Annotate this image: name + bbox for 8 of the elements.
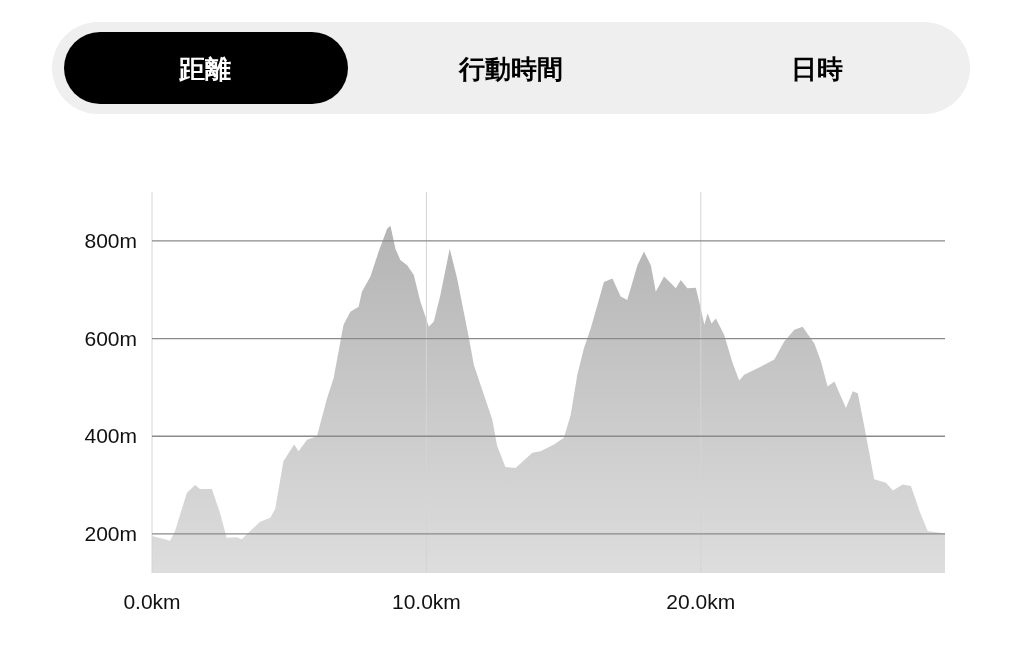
x-tick-label: 10.0km bbox=[391, 590, 461, 613]
x-tick-label: 0.0km bbox=[123, 590, 181, 613]
y-tick-label: 400m bbox=[84, 424, 137, 448]
segmented-control: 距離 行動時間 日時 bbox=[52, 22, 970, 114]
y-tick-label: 800m bbox=[84, 228, 137, 252]
x-tick-label: 20.0km bbox=[666, 590, 736, 613]
y-tick-label: 600m bbox=[84, 326, 137, 350]
y-tick-label: 200m bbox=[84, 521, 137, 545]
